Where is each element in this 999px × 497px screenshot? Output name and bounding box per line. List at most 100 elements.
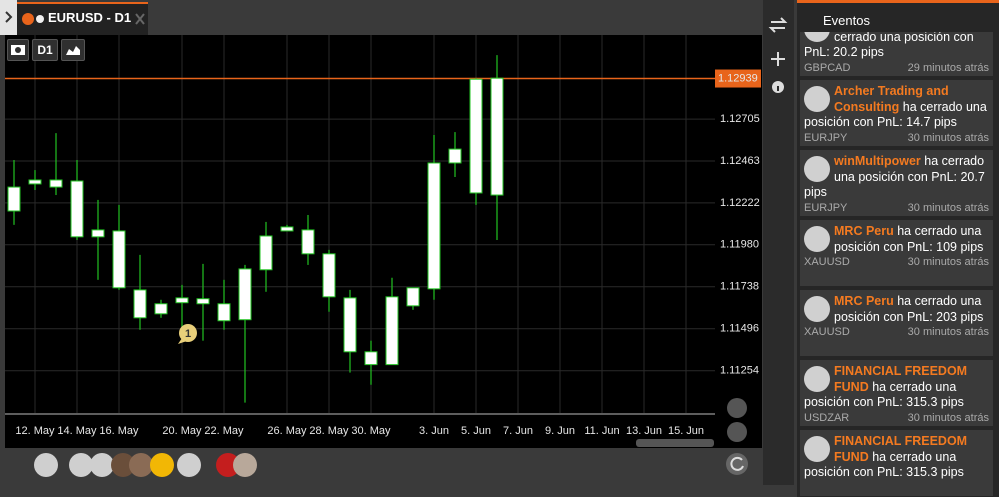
event-symbol: GBPCAD bbox=[804, 61, 851, 74]
candle-body bbox=[343, 297, 357, 353]
swap-icon[interactable] bbox=[768, 17, 788, 33]
event-trader: MRC Peru bbox=[834, 294, 894, 308]
candle-body bbox=[133, 289, 147, 319]
candle-body bbox=[196, 298, 210, 305]
event-item[interactable]: MRC Peru ha cerrado una posición con PnL… bbox=[800, 290, 993, 356]
x-tick-label: 26. May bbox=[267, 425, 307, 437]
tab-close[interactable] bbox=[135, 13, 145, 25]
move-icon[interactable] bbox=[771, 52, 785, 66]
event-text: MRC Peru ha cerrado una posición con PnL… bbox=[804, 294, 989, 325]
refresh-icon bbox=[730, 456, 744, 471]
candle-body bbox=[7, 186, 21, 212]
event-trader: MRC Peru bbox=[834, 224, 894, 238]
candle-body bbox=[448, 148, 462, 164]
y-tick-label: 1.11496 bbox=[720, 323, 759, 335]
tab-accent bbox=[17, 2, 148, 4]
annotation-marker bbox=[179, 324, 197, 342]
candle-body bbox=[469, 78, 483, 194]
candle-body bbox=[427, 162, 441, 290]
annotation-text: 1 bbox=[185, 328, 191, 340]
event-item[interactable]: FINANCIAL FREEDOM FUND ha cerrado una po… bbox=[800, 430, 993, 496]
candle-body bbox=[28, 179, 42, 185]
candle-body bbox=[280, 226, 294, 232]
event-avatar bbox=[804, 226, 830, 252]
x-tick-label: 14. May bbox=[57, 425, 97, 437]
avatar[interactable] bbox=[129, 453, 153, 477]
event-time: 30 minutos atrás bbox=[907, 256, 989, 268]
x-tick-label: 7. Jun bbox=[503, 425, 533, 437]
avatar[interactable] bbox=[177, 453, 201, 477]
event-meta: USDZAR 30 minutos atrás bbox=[804, 411, 989, 425]
event-avatar bbox=[804, 366, 830, 392]
event-time: 29 minutos atrás bbox=[907, 61, 989, 74]
x-tick-label: 5. Jun bbox=[461, 425, 491, 437]
zoom-in[interactable] bbox=[727, 398, 747, 418]
candle-body bbox=[49, 179, 63, 188]
avatar[interactable] bbox=[150, 453, 174, 477]
avatar[interactable] bbox=[216, 453, 240, 477]
event-item[interactable]: FINANCIAL FREEDOM FUND ha cerrado una po… bbox=[800, 360, 993, 426]
candle-body bbox=[91, 229, 105, 238]
event-symbol: EURJPY bbox=[804, 201, 848, 214]
candle-body bbox=[301, 229, 315, 255]
event-time: 30 minutos atrás bbox=[907, 131, 989, 144]
tab-icon bbox=[22, 13, 34, 25]
event-trader: FINANCIAL FREEDOM FUND bbox=[834, 434, 968, 464]
scrollbar[interactable] bbox=[636, 439, 714, 447]
side-toolbar bbox=[763, 0, 794, 485]
x-tick-label: 30. May bbox=[351, 425, 391, 437]
event-symbol: XAUUSD bbox=[804, 326, 850, 338]
avatar[interactable] bbox=[233, 453, 257, 477]
screenshot-button[interactable] bbox=[7, 39, 29, 61]
event-time: 30 minutos atrás bbox=[907, 411, 989, 424]
refresh-button[interactable] bbox=[726, 453, 748, 475]
event-text: FINANCIAL FREEDOM FUND ha cerrado una po… bbox=[804, 364, 989, 411]
zoom-out[interactable] bbox=[727, 422, 747, 442]
x-tick-label: 28. May bbox=[309, 425, 349, 437]
event-text: Archer Trading and Consulting ha cerrado… bbox=[804, 84, 989, 131]
candle-body bbox=[322, 253, 336, 298]
x-axis-background bbox=[5, 415, 762, 448]
candle-body bbox=[175, 297, 189, 304]
timeframe-button[interactable]: D1 bbox=[32, 39, 58, 61]
event-item[interactable]: winMultipower ha cerrado una posición co… bbox=[800, 150, 993, 216]
event-text: MRC Peru ha cerrado una posición con PnL… bbox=[804, 224, 989, 255]
candle-body bbox=[385, 296, 399, 366]
x-tick-label: 12. May bbox=[15, 425, 55, 437]
events-list: MASTER INVEST ha cerrado una posición co… bbox=[797, 10, 993, 497]
events-header: Eventos bbox=[797, 0, 999, 32]
event-meta: XAUUSD 30 minutos atrás bbox=[804, 325, 989, 339]
avatar[interactable] bbox=[34, 453, 58, 477]
event-text: FINANCIAL FREEDOM FUND ha cerrado una po… bbox=[804, 434, 989, 481]
avatar[interactable] bbox=[111, 453, 135, 477]
event-item[interactable]: MRC Peru ha cerrado una posición con PnL… bbox=[800, 220, 993, 286]
event-message: ha cerrado una posición con PnL: 203 pip… bbox=[834, 294, 984, 324]
x-tick-label: 22. May bbox=[204, 425, 244, 437]
x-tick-label: 16. May bbox=[99, 425, 139, 437]
avatars bbox=[34, 453, 257, 477]
avatar[interactable] bbox=[69, 453, 93, 477]
event-item[interactable]: Archer Trading and Consulting ha cerrado… bbox=[800, 80, 993, 146]
event-text: winMultipower ha cerrado una posición co… bbox=[804, 154, 989, 201]
y-tick-label: 1.11980 bbox=[720, 239, 759, 251]
y-tick-label: 1.11254 bbox=[720, 365, 759, 377]
avatar[interactable] bbox=[90, 453, 114, 477]
event-symbol: EURJPY bbox=[804, 131, 848, 144]
event-symbol: USDZAR bbox=[804, 411, 850, 424]
camera-icon bbox=[11, 45, 25, 55]
candle-body bbox=[259, 235, 273, 271]
tab-title: EURUSD - D1 bbox=[48, 10, 132, 25]
candle-body bbox=[217, 303, 231, 322]
chart-icon bbox=[66, 46, 80, 55]
candle-body bbox=[406, 287, 420, 307]
chart-type-button[interactable] bbox=[61, 39, 85, 61]
sidebar-toggle[interactable] bbox=[0, 0, 17, 35]
y-tick-label: 1.12705 bbox=[720, 113, 760, 125]
x-tick-label: 20. May bbox=[162, 425, 202, 437]
event-symbol: XAUUSD bbox=[804, 256, 850, 268]
event-avatar bbox=[804, 156, 830, 182]
event-message: ha cerrado una posición con PnL: 20.7 pi… bbox=[804, 154, 985, 199]
current-price-box bbox=[715, 69, 761, 88]
event-trader: FINANCIAL FREEDOM FUND bbox=[834, 364, 968, 394]
candle-body bbox=[154, 303, 168, 315]
